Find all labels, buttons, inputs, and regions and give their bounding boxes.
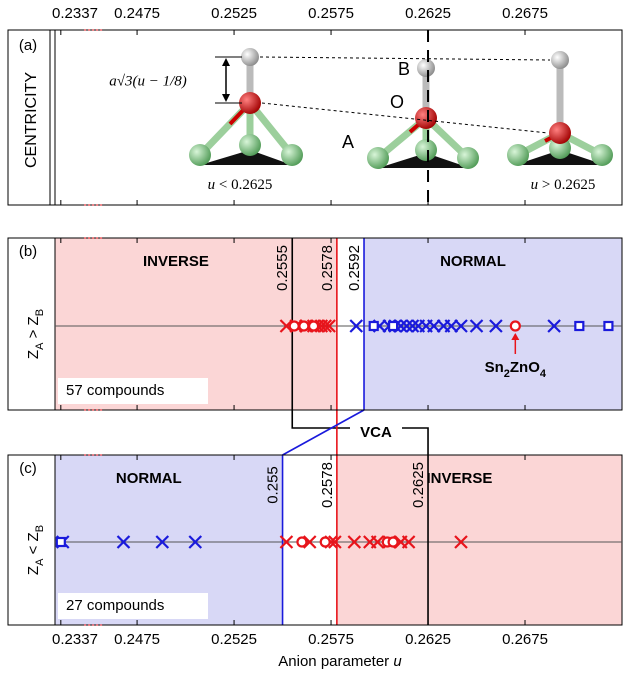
text-part: > Z bbox=[25, 316, 42, 342]
threshold-label: 0.2592 bbox=[346, 245, 363, 291]
marker-square bbox=[370, 322, 378, 330]
count-label: 27 compounds bbox=[66, 597, 164, 614]
marker-circle bbox=[389, 538, 398, 547]
panel-label: (b) bbox=[19, 243, 37, 260]
caption: u > 0.2625 bbox=[531, 177, 596, 193]
marker-circle bbox=[511, 322, 520, 331]
threshold-label: 0.255 bbox=[265, 466, 282, 504]
marker-circle bbox=[299, 322, 308, 331]
figure: (a) CENTRICITY a√3(u − 1/8) B O A u < 0.… bbox=[0, 0, 626, 675]
threshold-label: 0.2578 bbox=[319, 245, 336, 291]
formula: a√3(u − 1/8) bbox=[109, 73, 187, 89]
panel-label: (a) bbox=[19, 37, 37, 54]
region-label: NORMAL bbox=[116, 470, 182, 487]
region-label: INVERSE bbox=[143, 253, 209, 270]
x-axis-label: Anion parameter u bbox=[278, 653, 402, 670]
region-label: NORMAL bbox=[440, 253, 506, 270]
text-part: 4 bbox=[540, 368, 547, 380]
text-part: B bbox=[34, 525, 46, 532]
x-tick-label: 0.2625 bbox=[405, 631, 451, 648]
text-part: u bbox=[208, 177, 216, 193]
panel-label: (c) bbox=[19, 460, 37, 477]
y-label: ZA > ZB bbox=[25, 309, 46, 359]
atom-label: A bbox=[342, 132, 354, 152]
vca-label: VCA bbox=[360, 424, 392, 441]
panel-a-ylabel: CENTRICITY bbox=[23, 72, 40, 168]
x-tick-label-top: 0.2675 bbox=[502, 5, 548, 22]
text-part: < 0.2625 bbox=[215, 177, 272, 193]
text-part: u bbox=[531, 177, 539, 193]
x-tick-label: 0.2675 bbox=[502, 631, 548, 648]
page: { "axis": { "xlabel": [{"text": "Anion p… bbox=[0, 0, 626, 675]
x-tick-label: 0.2525 bbox=[211, 631, 257, 648]
text-part: ZnO bbox=[510, 359, 540, 376]
caption: u < 0.2625 bbox=[208, 177, 273, 193]
count-label: 57 compounds bbox=[66, 382, 164, 399]
x-tick-label-top: 0.2525 bbox=[211, 5, 257, 22]
marker-circle bbox=[290, 322, 299, 331]
x-tick-label: 0.2337 bbox=[52, 631, 98, 648]
marker-circle bbox=[321, 538, 330, 547]
marker-square bbox=[389, 322, 397, 330]
region-label: INVERSE bbox=[427, 470, 493, 487]
text-part: Sn bbox=[485, 359, 504, 376]
threshold-label: 0.2625 bbox=[410, 462, 427, 508]
x-tick-label-top: 0.2475 bbox=[114, 5, 160, 22]
marker-square bbox=[57, 538, 65, 546]
text-part: B bbox=[34, 309, 46, 316]
atom-label: B bbox=[398, 59, 410, 79]
text-part: Z bbox=[25, 566, 42, 575]
x-tick-label-top: 0.2337 bbox=[52, 5, 98, 22]
x-tick-label-top: 0.2625 bbox=[405, 5, 451, 22]
threshold-label: 0.2578 bbox=[319, 462, 336, 508]
marker-circle bbox=[309, 322, 318, 331]
x-tick-label: 0.2475 bbox=[114, 631, 160, 648]
y-label: ZA < ZB bbox=[25, 525, 46, 575]
x-tick-label: 0.2575 bbox=[308, 631, 354, 648]
text-part: Anion parameter bbox=[278, 653, 393, 670]
atom-label: O bbox=[390, 92, 404, 112]
marker-square bbox=[604, 322, 612, 330]
text-part: u bbox=[393, 653, 402, 670]
text-part: Z bbox=[25, 350, 42, 359]
threshold-label: 0.2555 bbox=[274, 245, 291, 291]
text-part: < Z bbox=[25, 532, 42, 558]
text-part: > 0.2625 bbox=[538, 177, 595, 193]
marker-circle bbox=[297, 538, 306, 547]
marker-square bbox=[575, 322, 583, 330]
x-tick-label-top: 0.2575 bbox=[308, 5, 354, 22]
